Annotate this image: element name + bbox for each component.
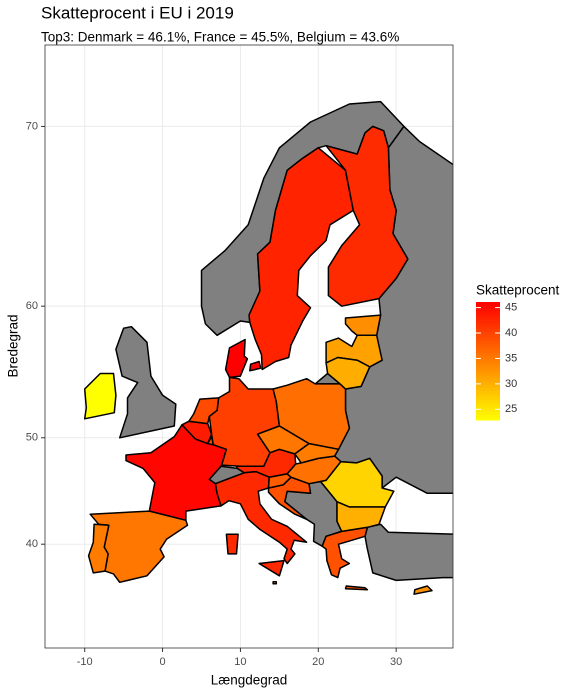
colorbar-segment [476, 411, 500, 415]
x-tick-label: 30 [390, 656, 402, 668]
colorbar-segment [476, 369, 500, 374]
colorbar-segment [476, 414, 500, 418]
country [294, 442, 340, 464]
legend-tick-label: 45 [505, 302, 517, 314]
colorbar-segment [476, 316, 500, 321]
colorbar-segment [476, 378, 500, 383]
colorbar-segment [476, 319, 500, 324]
country [206, 435, 214, 446]
colorbar-segment [476, 310, 500, 315]
colorbar-segment [476, 384, 500, 389]
colorbar-segment [476, 408, 500, 412]
panel-border [44, 44, 454, 649]
legend-title: Skatteprocent [476, 283, 560, 298]
y-axis-label: Bredegrad [6, 314, 21, 377]
country [325, 125, 409, 307]
colorbar-segment [476, 322, 500, 327]
y-tick-label: 40 [26, 538, 38, 550]
colorbar-segment [476, 363, 500, 368]
colorbar-segment [476, 313, 500, 318]
colorbar-segment [476, 334, 500, 338]
legend-tick-label: 35 [505, 352, 517, 364]
colorbar-segment [476, 396, 500, 400]
colorbar-segment [476, 358, 500, 362]
colorbar-segment [476, 402, 500, 406]
axes: -10 0 10 20 30 40 50 60 70 [26, 120, 403, 668]
country [325, 356, 371, 390]
country [413, 585, 433, 595]
country [319, 457, 395, 508]
y-tick-label: 70 [26, 120, 38, 132]
country [83, 372, 117, 420]
country [267, 473, 292, 489]
country [248, 147, 355, 371]
y-tick-label: 50 [26, 432, 38, 444]
colorbar-segment [476, 337, 500, 341]
x-tick-label: 10 [234, 656, 246, 668]
country [225, 533, 239, 555]
colorbar-segment [476, 355, 500, 359]
map [83, 100, 453, 595]
colorbar-segment [476, 381, 500, 386]
legend-tick-label: 25 [505, 403, 517, 415]
country [249, 360, 262, 372]
country [272, 581, 278, 585]
colorbar-segment [476, 325, 500, 330]
x-tick-label: 0 [160, 656, 166, 668]
colorbar-segment [476, 387, 500, 391]
colorbar-segment [476, 346, 500, 350]
colorbar-segment [476, 372, 500, 377]
x-tick-label: 20 [312, 656, 324, 668]
country [188, 397, 220, 425]
country [258, 559, 285, 577]
colorbar-segment [476, 361, 500, 365]
colorbar-segment [476, 393, 500, 397]
non-eu-country [115, 325, 177, 439]
legend-tick-label: 30 [505, 378, 517, 390]
colorbar-segment [476, 340, 500, 344]
legend: 25 30 35 40 45 [476, 302, 517, 421]
legend-tick-label: 40 [505, 327, 517, 339]
country [87, 523, 110, 574]
colorbar-segment [476, 307, 500, 312]
colorbar-segment [476, 417, 500, 421]
colorbar-segment [476, 304, 500, 309]
colorbar-segment [476, 366, 500, 371]
colorbar-segment [476, 352, 500, 356]
colorbar-segment [476, 349, 500, 353]
colorbar-segment [476, 375, 500, 380]
colorbar-segment [476, 331, 500, 335]
chart-title: Skatteprocent i EU i 2019 [41, 3, 234, 22]
x-axis-label: Længdegrad [211, 673, 288, 688]
country [344, 585, 369, 591]
colorbar-segment [476, 390, 500, 394]
colorbar-segment [476, 405, 500, 409]
chart-subtitle: Top3: Denmark = 46.1%, France = 45.5%, B… [41, 30, 399, 45]
colorbar-segment [476, 302, 500, 306]
colorbar-segment [476, 343, 500, 347]
y-tick-label: 60 [26, 300, 38, 312]
x-tick-label: -10 [77, 656, 93, 668]
colorbar-segment [476, 328, 500, 332]
colorbar-segment [476, 399, 500, 403]
